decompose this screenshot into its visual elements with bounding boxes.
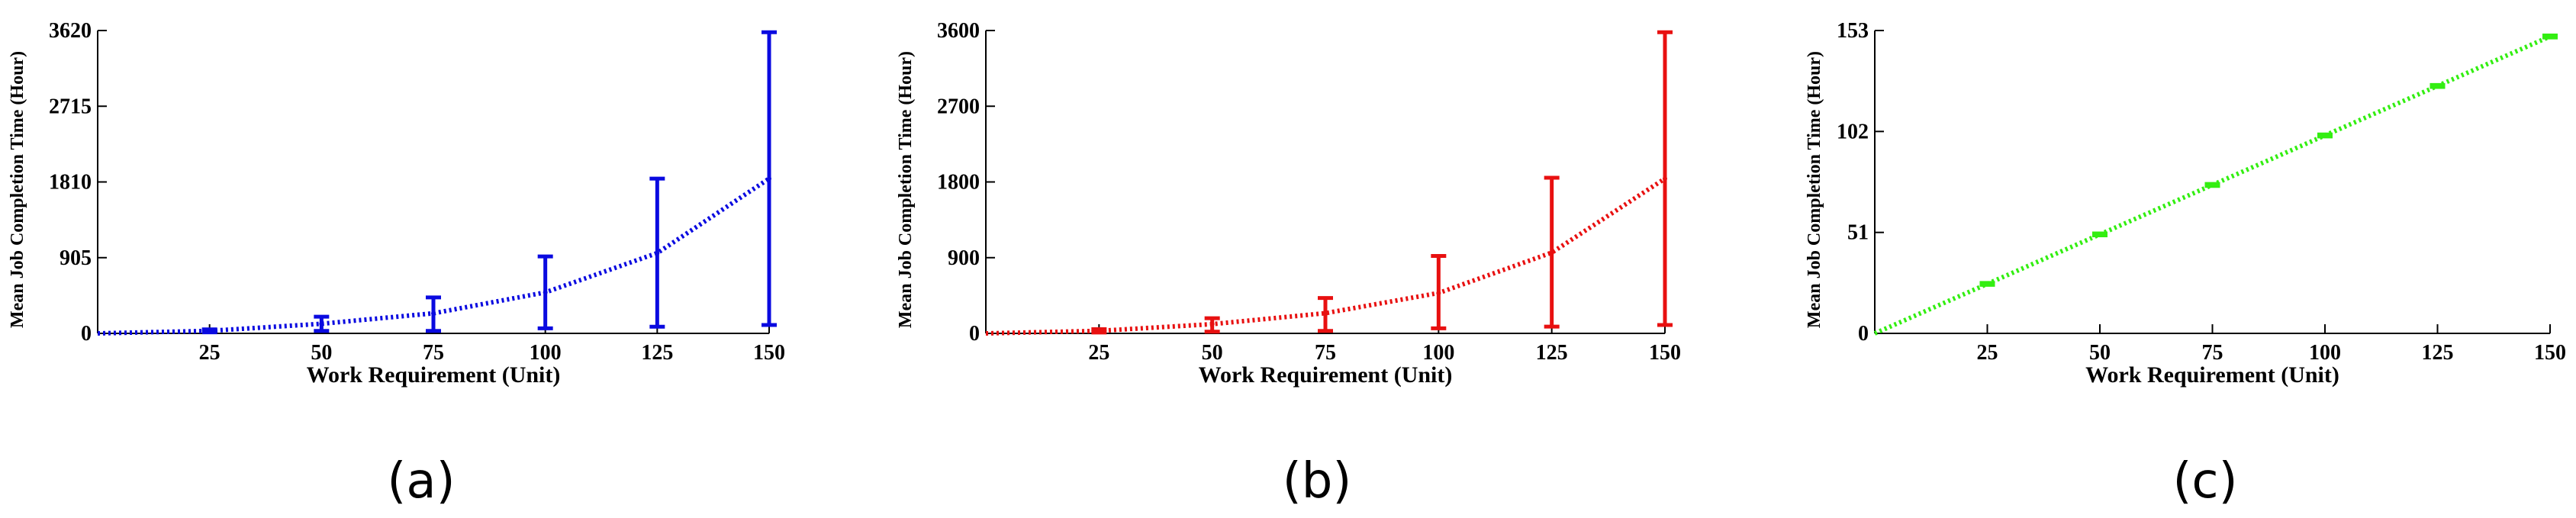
y-tick-label: 0: [969, 322, 980, 346]
chart-0: 0 905 1810 2715 3620 25 50 75 100 125 150 Work Requ…: [8, 19, 785, 510]
data-point: [1436, 291, 1441, 296]
x-tick-label: 125: [2422, 341, 2454, 365]
x-tick-label: 25: [1088, 341, 1109, 365]
y-axis-label: Mean Job Completion Time (Hour): [1805, 51, 1824, 328]
x-tick-label: 150: [753, 341, 785, 365]
data-point: [1323, 310, 1328, 316]
chart-1: 0 900 1800 2700 3600 25 50 75 100 125 150 Work Requ…: [896, 19, 1681, 510]
data-point: [543, 290, 548, 295]
y-tick-label: 102: [1837, 120, 1869, 143]
x-tick-label: 150: [2534, 341, 2566, 365]
y-tick-label: 0: [81, 322, 92, 346]
y-tick-label: 905: [60, 246, 92, 270]
y-tick-label: 153: [1837, 19, 1869, 43]
x-tick-label: 25: [199, 341, 221, 365]
data-point: [319, 321, 324, 327]
x-tick-label: 50: [2089, 341, 2111, 365]
y-axis-label: Mean Job Completion Time (Hour): [896, 51, 916, 328]
data-point: [655, 250, 660, 256]
x-tick-label: 75: [2202, 341, 2223, 365]
y-tick-label: 2700: [937, 95, 980, 118]
x-tick-label: 100: [2309, 341, 2341, 365]
y-tick-label: 51: [1847, 221, 1869, 245]
y-tick-label: 0: [1858, 322, 1869, 346]
x-tick-label: 50: [311, 341, 332, 365]
x-axis-label: Work Requirement (Unit): [2085, 362, 2339, 388]
data-point: [2098, 232, 2102, 237]
data-point: [1209, 321, 1215, 327]
y-tick-label: 900: [948, 246, 980, 270]
data-point: [207, 328, 212, 333]
x-tick-label: 125: [641, 341, 673, 365]
data-point: [1663, 176, 1667, 182]
x-tick-label: 100: [1422, 341, 1454, 365]
y-tick-label: 1800: [937, 171, 980, 195]
data-point: [767, 176, 771, 182]
data-point: [1549, 250, 1554, 256]
data-point: [1985, 282, 1990, 287]
x-axis-label: Work Requirement (Unit): [307, 362, 561, 388]
chart-caption: (a): [387, 453, 455, 510]
data-point: [1096, 328, 1102, 333]
x-tick-label: 25: [1977, 341, 1998, 365]
x-tick-label: 150: [1649, 341, 1681, 365]
data-point: [2548, 34, 2552, 39]
data-point: [2323, 133, 2327, 138]
chart-caption: (b): [1283, 453, 1352, 510]
y-tick-label: 1810: [49, 171, 92, 195]
data-point: [2210, 182, 2215, 188]
y-tick-label: 3600: [937, 19, 980, 43]
x-tick-label: 100: [530, 341, 562, 365]
y-tick-label: 3620: [49, 19, 92, 43]
chart-caption: (c): [2172, 453, 2237, 510]
x-tick-label: 75: [423, 341, 444, 365]
y-axis-label: Mean Job Completion Time (Hour): [8, 51, 27, 328]
x-tick-label: 125: [1536, 341, 1568, 365]
y-tick-label: 2715: [49, 95, 92, 118]
data-point: [431, 310, 436, 316]
data-point: [2435, 83, 2440, 88]
chart-2: 0 51 102 153 25 50 75 100 125 150 Work Requirement…: [1805, 19, 2566, 510]
x-axis-label: Work Requirement (Unit): [1199, 362, 1453, 388]
x-tick-label: 50: [1202, 341, 1223, 365]
x-tick-label: 75: [1315, 341, 1336, 365]
